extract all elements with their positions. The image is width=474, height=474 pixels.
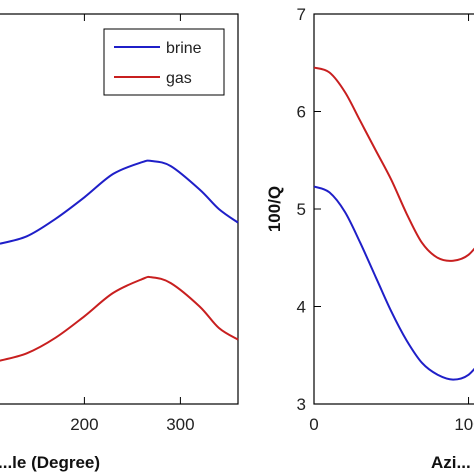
left-series-line-brine: [0, 159, 239, 245]
right-series-lines: [313, 66, 474, 381]
legend-box: [103, 28, 225, 96]
right-y-axis-label: 100/Q: [265, 186, 284, 232]
right-series-line-series-0: [313, 66, 474, 262]
legend-label-brine: brine: [166, 40, 202, 57]
right-y-tick-label: 3: [297, 395, 306, 414]
left-x-axis-label: ...le (Degree): [0, 453, 100, 472]
right-x-tick-label: 100: [454, 415, 474, 434]
left-ticks: 200 300: [70, 14, 195, 434]
left-series-lines: [0, 159, 239, 362]
left-chart-panel: 200 300 brine gas ...le (Degree): [0, 13, 239, 472]
right-plot-frame: [313, 13, 474, 405]
right-y-tick-label: 6: [297, 103, 306, 122]
right-y-tick-label: 5: [297, 200, 306, 219]
left-x-tick-label: 300: [166, 415, 194, 434]
right-series-line-series-1: [313, 185, 474, 381]
right-chart-panel: 0 100 3 4 5 6 7 100/Q Azi...: [265, 5, 474, 472]
left-series-line-gas: [0, 275, 239, 362]
right-y-tick-label: 4: [297, 298, 306, 317]
legend: brine gas: [103, 28, 225, 96]
right-x-tick-label: 0: [309, 415, 318, 434]
right-x-axis-label: Azi...: [431, 453, 471, 472]
left-x-tick-label: 200: [70, 415, 98, 434]
left-plot-frame: [0, 13, 239, 405]
legend-label-gas: gas: [166, 70, 192, 87]
right-ticks: 0 100 3 4 5 6 7: [297, 5, 474, 434]
right-y-tick-label: 7: [297, 5, 306, 24]
